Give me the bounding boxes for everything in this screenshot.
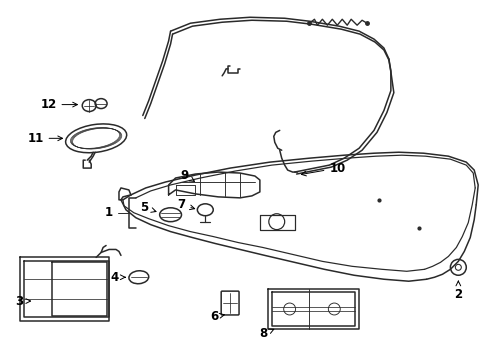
Text: 4: 4 bbox=[110, 271, 125, 284]
Text: 7: 7 bbox=[177, 198, 194, 211]
Text: 9: 9 bbox=[180, 168, 194, 181]
Text: 12: 12 bbox=[40, 98, 77, 111]
Text: 11: 11 bbox=[27, 132, 62, 145]
Text: 2: 2 bbox=[453, 281, 462, 301]
Text: 3: 3 bbox=[16, 294, 31, 307]
Text: 10: 10 bbox=[301, 162, 345, 176]
Text: 1: 1 bbox=[105, 206, 113, 219]
Text: 6: 6 bbox=[209, 310, 224, 323]
Text: 5: 5 bbox=[140, 201, 156, 214]
Text: 8: 8 bbox=[259, 327, 273, 340]
